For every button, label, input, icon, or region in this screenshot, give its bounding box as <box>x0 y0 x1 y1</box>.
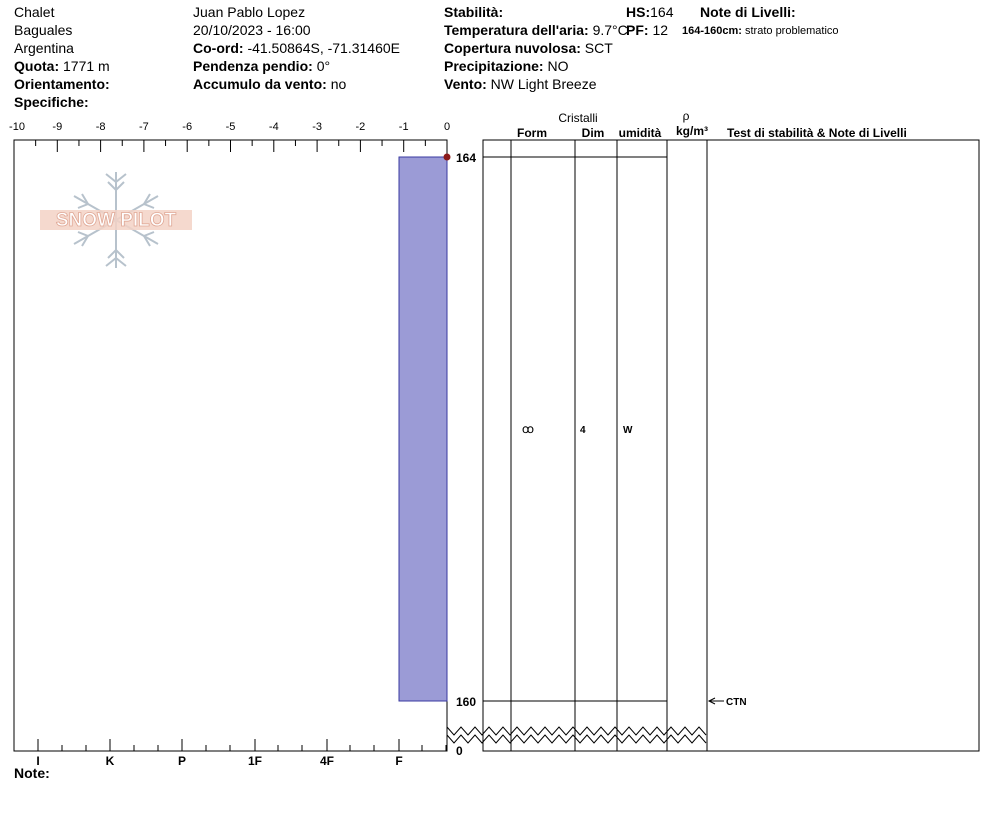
location: Chalet <box>14 4 55 20</box>
sky-label: Copertura nuvolosa: <box>444 40 581 56</box>
moisture-value: W <box>623 425 633 436</box>
elevation-label: Quota: <box>14 58 60 74</box>
sky-value: SCT <box>584 40 613 56</box>
height-label-ground: 0 <box>456 744 463 758</box>
break-zigzag <box>446 734 707 744</box>
table-rows: ꝏ 4 W CTN <box>483 156 747 708</box>
pf-value: 12 <box>652 22 669 38</box>
layer-note-text: strato problematico <box>745 25 839 37</box>
break-zigzag <box>446 726 707 736</box>
hardness-tick-label: 1F <box>248 754 262 768</box>
temp-tick-label: -1 <box>399 121 409 133</box>
temp-tick-label: 0 <box>444 121 450 133</box>
stability: Stabilità: <box>444 3 503 21</box>
hs: HS:164 <box>626 3 673 21</box>
surface-marker <box>443 153 451 161</box>
header-size: Dim <box>582 126 605 140</box>
specifics: Specifiche: <box>14 93 89 111</box>
hardness-tick-label: I <box>36 754 39 768</box>
temp-tick-label: -2 <box>356 121 366 133</box>
layer-bars <box>398 153 451 702</box>
hardness-axis: I K P 1F 4F F <box>13 739 447 768</box>
header-density-unit: kg/m³ <box>676 124 708 138</box>
sky: Copertura nuvolosa: SCT <box>444 39 613 57</box>
wind-label: Vento: <box>444 76 487 92</box>
snowpilot-logo: SNOW PILOT <box>40 172 192 268</box>
datetime: 20/10/2023 - 16:00 <box>193 22 311 38</box>
layer-table <box>482 139 980 752</box>
hs-label: HS: <box>626 4 651 20</box>
temp-tick-label: -6 <box>182 121 192 133</box>
pf: PF: 12 <box>626 21 668 39</box>
grain-size-value: 4 <box>580 425 586 436</box>
height-label-bottom: 160 <box>456 695 476 709</box>
precip-label: Precipitazione: <box>444 58 544 74</box>
air-temp-label: Temperatura dell'aria: <box>444 22 589 38</box>
height-labels: 164 160 0 <box>456 151 476 758</box>
coords-label: Co-ord: <box>193 40 244 56</box>
aspect-label: Orientamento: <box>14 76 110 92</box>
temp-tick-label: -7 <box>139 121 149 133</box>
wind-loading-label: Accumulo da vento: <box>193 76 327 92</box>
region: Baguales <box>14 22 73 38</box>
stability-label: Stabilità: <box>444 4 504 20</box>
hardness-panel <box>13 139 448 752</box>
air-temp: Temperatura dell'aria: 9.7°C <box>444 21 628 39</box>
observer: Juan Pablo Lopez <box>193 4 306 20</box>
temp-tick-label: -8 <box>96 121 106 133</box>
coords: Co-ord: -41.50864S, -71.31460E <box>193 39 400 57</box>
layer-note: 164-160cm: strato problematico <box>682 22 839 40</box>
slope: Pendenza pendio: 0° <box>193 57 330 75</box>
header-form: Form <box>517 126 547 140</box>
wind-value: NW Light Breeze <box>490 76 597 92</box>
temp-tick-label: -5 <box>226 121 236 133</box>
wind: Vento: NW Light Breeze <box>444 75 597 93</box>
test-arrow-head <box>707 697 716 705</box>
aspect: Orientamento: <box>14 75 110 93</box>
wind-loading-value: no <box>330 76 347 92</box>
hardness-tick-label: K <box>106 754 115 768</box>
country: Argentina <box>14 40 74 56</box>
height-label-top: 164 <box>456 151 476 165</box>
temp-tick-label: -3 <box>312 121 322 133</box>
specifics-label: Specifiche: <box>14 94 89 110</box>
footer-note-label: Note: <box>14 765 50 781</box>
layer-notes-title: Note di Livelli: <box>700 4 796 20</box>
layer-note-range: 164-160cm: <box>682 25 742 37</box>
precip: Precipitazione: NO <box>444 57 568 75</box>
logo-text: SNOW PILOT <box>56 210 177 231</box>
precip-value: NO <box>547 58 569 74</box>
temp-tick-label: -9 <box>52 121 62 133</box>
header-crystals: Cristalli <box>558 111 597 125</box>
temp-tick-label: -10 <box>9 121 25 133</box>
hs-value: 164 <box>650 4 674 20</box>
hardness-tick-label: 4F <box>320 754 334 768</box>
slope-value: 0° <box>316 58 331 74</box>
coords-value: -41.50864S, -71.31460E <box>247 40 401 56</box>
header-tests: Test di stabilità & Note di Livelli <box>727 126 907 140</box>
elevation-value: 1771 m <box>63 58 110 74</box>
hardness-tick-label: F <box>395 754 402 768</box>
elevation: Quota: 1771 m <box>14 57 110 75</box>
temperature-axis: -10 -9 -8 -7 -6 -5 -4 -3 -2 -1 0 <box>9 121 450 152</box>
slope-label: Pendenza pendio: <box>193 58 313 74</box>
pf-label: PF: <box>626 22 649 38</box>
axis-break <box>446 726 707 744</box>
layer-bar <box>398 156 448 702</box>
header-moisture: umidità <box>619 126 662 140</box>
rounded-grain-icon: ꝏ <box>522 422 534 436</box>
temp-tick-label: -4 <box>269 121 279 133</box>
test-label: CTN <box>726 697 747 708</box>
wind-loading: Accumulo da vento: no <box>193 75 346 93</box>
air-temp-value: 9.7°C <box>592 22 628 38</box>
hardness-tick-label: P <box>178 754 186 768</box>
header-density-symbol: ρ <box>683 109 690 123</box>
